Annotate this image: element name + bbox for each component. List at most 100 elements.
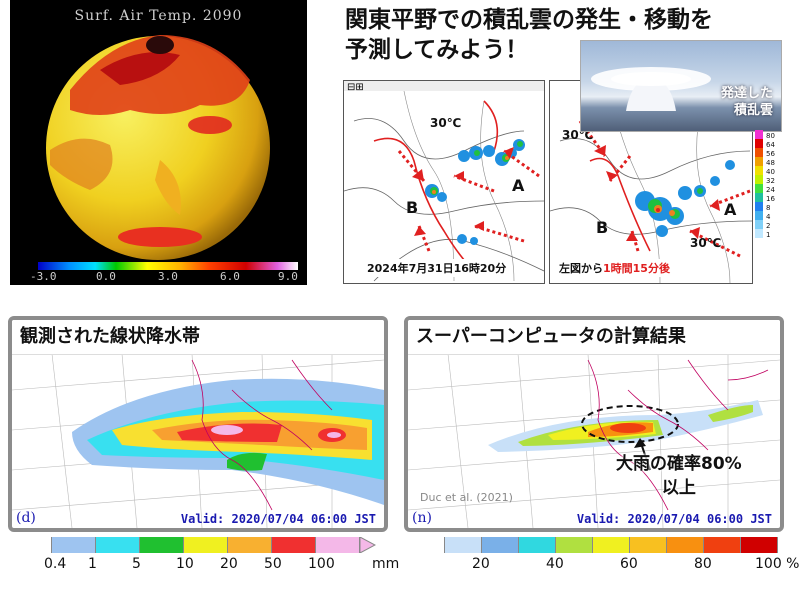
cloud-graphic — [591, 67, 711, 111]
colorbar-segment — [140, 537, 184, 553]
temp-label-bottom: 30℃ — [690, 236, 721, 250]
radar-scale-swatch — [755, 193, 763, 202]
globe-panel: Surf. Air Temp. 2090 -3.0 0.0 3.0 6.0 9.… — [10, 0, 307, 285]
radar-map-right-graphic: 30℃ 30℃ A B — [550, 90, 752, 283]
cloud-label-line2: 積乱雲 — [733, 103, 773, 118]
colorbar-tick: 10 — [176, 556, 194, 572]
radar-scale-swatch — [755, 220, 763, 229]
radar-scale-swatch — [755, 166, 763, 175]
svg-text:⊟⊞: ⊟⊞ — [347, 82, 364, 93]
label-b: B — [406, 198, 418, 217]
colorbar-segment — [704, 537, 741, 553]
simulation-panel-label: (n) — [412, 510, 432, 526]
simulation-panel-title: スーパーコンピュータの計算結果 — [408, 320, 780, 355]
colorbar-tick: 50 — [264, 556, 282, 572]
globe-tick: 3.0 — [158, 270, 178, 283]
colorbar-segment — [445, 537, 482, 553]
radar-scale-tick: 32 — [766, 177, 775, 185]
colorbar-tick: 20 — [472, 556, 490, 572]
globe-tick: 9.0 — [278, 270, 298, 283]
radar-scale-swatch — [755, 148, 763, 157]
colorbar-segment — [272, 537, 316, 553]
observed-panel-title: 観測された線状降水帯 — [12, 320, 384, 355]
radar-scale-swatch — [755, 139, 763, 148]
globe-colorbar — [38, 262, 298, 270]
colorbar-segment — [593, 537, 630, 553]
colorbar-tick: 100 % — [755, 556, 800, 572]
colorbar-tick: 5 — [132, 556, 141, 572]
label-b: B — [596, 218, 608, 237]
simulation-probability-map — [408, 353, 780, 528]
annotation-line1: 大雨の確率80% — [616, 454, 742, 474]
globe-tick: 6.0 — [220, 270, 240, 283]
observed-rain-map — [12, 353, 384, 528]
radar-scale-swatch — [755, 202, 763, 211]
radar-scale-tick: 16 — [766, 195, 775, 203]
top-title-line2: 予測してみよう！ — [345, 37, 529, 63]
colorbar-arrow — [360, 537, 376, 553]
globe-tick: 0.0 — [96, 270, 116, 283]
colorbar-tick: 100 — [308, 556, 335, 572]
colorbar-segment — [316, 537, 360, 553]
colorbar-tick: 60 — [620, 556, 638, 572]
radar-scale-swatch — [755, 184, 763, 193]
radar-scale-tick: 4 — [766, 213, 771, 221]
radar-scale-tick: 48 — [766, 159, 775, 167]
radar-scale-tick: 80 — [766, 132, 775, 140]
colorbar-tick: 80 — [694, 556, 712, 572]
colorbar-segment — [184, 537, 228, 553]
label-a: A — [724, 200, 737, 219]
colorbar-segment — [482, 537, 519, 553]
radar-scale-swatch — [755, 130, 763, 139]
radar-scale-tick: 2 — [766, 222, 770, 230]
radar-scale-tick: 8 — [766, 204, 770, 212]
citation: Duc et al. (2021) — [420, 491, 513, 504]
observed-panel-label: (d) — [16, 510, 36, 526]
colorbar-segment — [556, 537, 593, 553]
colorbar-segment — [228, 537, 272, 553]
radar-map-left-graphic: ⊟⊞ 30℃ A B — [344, 81, 544, 282]
probability-colorbar — [408, 537, 778, 553]
globe-tick: -3.0 — [30, 270, 57, 283]
colorbar-tick: 1 — [88, 556, 97, 572]
colorbar-segment — [667, 537, 704, 553]
cumulonimbus-photo: 発達した 積乱雲 — [580, 40, 782, 132]
colorbar-tick: 40 — [546, 556, 564, 572]
rainfall-colorbar — [8, 537, 360, 553]
radar-scale-swatch — [755, 229, 763, 238]
observed-panel: 観測された線状降水帯 (d) Valid: 2020/07/04 06:00 J… — [8, 316, 388, 532]
colorbar-segment — [519, 537, 556, 553]
map-right-caption: 左図から1時間15分後 — [556, 259, 673, 277]
top-title-line1: 関東平野での積乱雲の発生・移動を — [345, 7, 713, 33]
cloud-photo-label: 発達した 積乱雲 — [721, 85, 773, 119]
colorbar-segment — [630, 537, 667, 553]
colorbar-segment — [96, 537, 140, 553]
caption-prefix: 左図から — [559, 262, 603, 275]
radar-scale-tick: 40 — [766, 168, 775, 176]
radar-scale-tick: 56 — [766, 150, 775, 158]
simulation-valid-time: Valid: 2020/07/04 06:00 JST — [576, 512, 772, 526]
heavy-rain-annotation: 大雨の確率80% 以上 — [616, 452, 742, 500]
simulation-panel: スーパーコンピュータの計算結果 Duc et al. (2021) 大雨の確率8… — [404, 316, 784, 532]
rainfall-unit: mm — [372, 556, 400, 572]
colorbar-segment — [741, 537, 778, 553]
radar-scale-swatch — [755, 211, 763, 220]
colorbar-segment — [408, 537, 445, 553]
radar-scale-tick: 64 — [766, 141, 775, 149]
annotation-line2: 以上 — [661, 478, 696, 498]
radar-scale-swatch — [755, 157, 763, 166]
radar-scale-tick: 1 — [766, 231, 770, 239]
radar-scale-tick: 24 — [766, 186, 775, 194]
colorbar-tick: 20 — [220, 556, 238, 572]
globe-image — [46, 35, 270, 260]
globe-title: Surf. Air Temp. 2090 — [74, 8, 243, 24]
colorbar-segment — [52, 537, 96, 553]
observed-valid-time: Valid: 2020/07/04 06:00 JST — [180, 512, 376, 526]
map-left-caption: 2024年7月31日16時20分 — [364, 259, 510, 277]
colorbar-segment — [8, 537, 52, 553]
temp-label: 30℃ — [430, 116, 461, 130]
radar-scale-swatch — [755, 175, 763, 184]
radar-map-left: ⊟⊞ 30℃ A B 2024年7月31日16時20分 — [343, 80, 545, 284]
top-title: 関東平野での積乱雲の発生・移動を 予測してみよう！ — [345, 5, 795, 65]
